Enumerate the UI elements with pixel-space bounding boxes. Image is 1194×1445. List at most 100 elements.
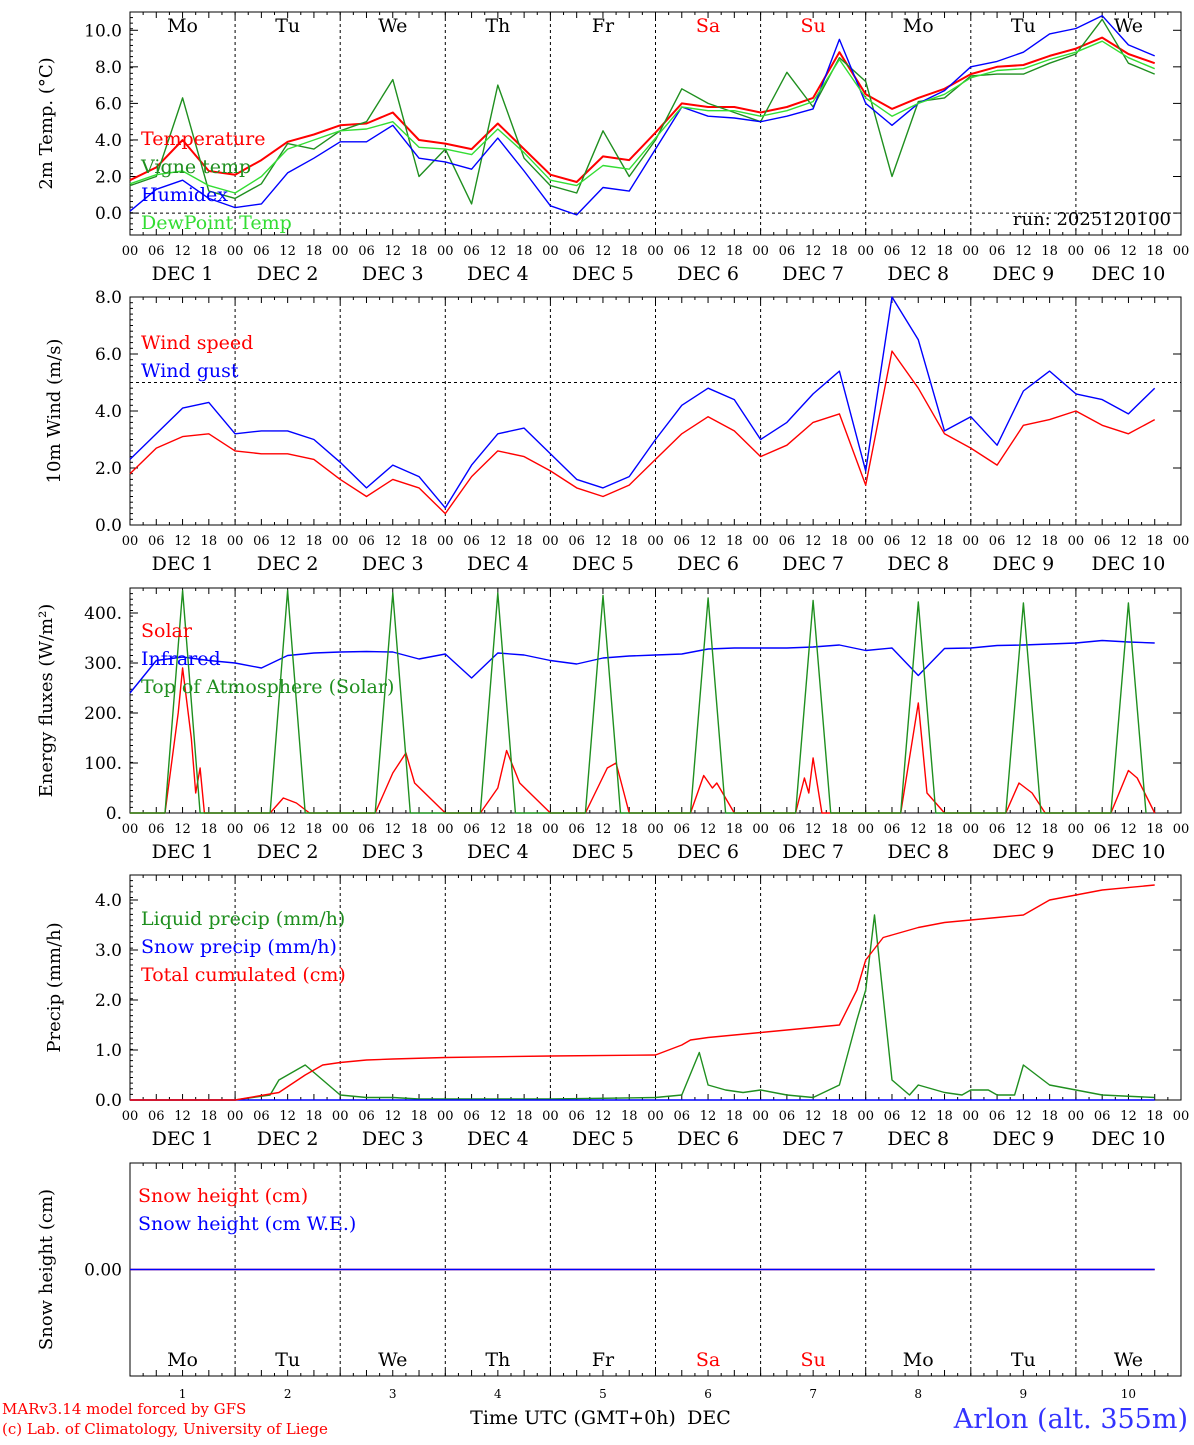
bottom-day-number: 8 bbox=[914, 1387, 922, 1401]
hour-label: 12 bbox=[700, 534, 717, 549]
hour-label: 18 bbox=[621, 534, 638, 549]
panel-2 bbox=[129, 296, 1182, 526]
hour-label: 00 bbox=[1173, 822, 1190, 837]
date-label: DEC 5 bbox=[572, 841, 634, 863]
hour-label: 06 bbox=[989, 822, 1006, 837]
day-name-label: Mo bbox=[167, 15, 198, 37]
hour-label: 12 bbox=[1120, 1109, 1137, 1124]
day-name-label: Th bbox=[485, 15, 510, 37]
date-label: DEC 6 bbox=[677, 553, 739, 575]
day-name-label: We bbox=[378, 1349, 407, 1371]
series-line-2 bbox=[129, 14, 1155, 216]
date-label: DEC 8 bbox=[887, 1128, 949, 1150]
day-name-label: We bbox=[1114, 15, 1143, 37]
series-line-1 bbox=[129, 639, 1155, 694]
hour-label: 00 bbox=[857, 1109, 874, 1124]
date-label: DEC 10 bbox=[1092, 1128, 1166, 1150]
series-group bbox=[129, 589, 1156, 814]
hour-label: 06 bbox=[1094, 822, 1111, 837]
hour-label: 12 bbox=[595, 822, 612, 837]
y-tick-label: 6.0 bbox=[95, 94, 122, 114]
legend-entry: Snow height (cm W.E.) bbox=[138, 1213, 356, 1235]
hour-label: 06 bbox=[148, 244, 165, 259]
hour-label: 18 bbox=[726, 1109, 743, 1124]
hour-label: 12 bbox=[174, 244, 191, 259]
hour-label: 12 bbox=[1015, 244, 1032, 259]
y-tick-label: 10.0 bbox=[84, 21, 122, 41]
hour-label: 06 bbox=[884, 822, 901, 837]
series-line-0 bbox=[129, 350, 1156, 515]
plot-frame bbox=[129, 11, 1182, 236]
hour-label: 12 bbox=[384, 534, 401, 549]
hour-label: 12 bbox=[490, 244, 507, 259]
hour-label: 00 bbox=[332, 1109, 349, 1124]
hour-label: 06 bbox=[358, 822, 375, 837]
hour-label: 00 bbox=[542, 244, 559, 259]
hour-label: 18 bbox=[1146, 534, 1163, 549]
hour-label: 18 bbox=[1146, 244, 1163, 259]
date-label: DEC 10 bbox=[1092, 263, 1166, 285]
hour-label: 06 bbox=[884, 1109, 901, 1124]
day-name-label: Tu bbox=[1011, 1349, 1036, 1371]
hour-label: 12 bbox=[490, 1109, 507, 1124]
hour-label: 12 bbox=[174, 1109, 191, 1124]
hour-label: 00 bbox=[1068, 534, 1085, 549]
date-label: DEC 10 bbox=[1092, 553, 1166, 575]
hour-label: 06 bbox=[568, 534, 585, 549]
hour-label: 00 bbox=[647, 534, 664, 549]
hour-label: 18 bbox=[411, 534, 428, 549]
hour-label: 00 bbox=[542, 534, 559, 549]
date-label: DEC 6 bbox=[677, 263, 739, 285]
date-label: DEC 1 bbox=[152, 1128, 214, 1150]
hour-label: 06 bbox=[884, 534, 901, 549]
hour-label: 06 bbox=[463, 1109, 480, 1124]
hour-label: 12 bbox=[910, 244, 927, 259]
legend-entry: DewPoint Temp bbox=[141, 212, 292, 234]
legend-entry: Liquid precip (mm/h) bbox=[141, 908, 345, 930]
hour-label: 18 bbox=[411, 244, 428, 259]
hour-label: 00 bbox=[332, 822, 349, 837]
legend-entry: Vigne temp bbox=[140, 156, 251, 178]
hour-label: 12 bbox=[279, 534, 296, 549]
date-label: DEC 2 bbox=[257, 1128, 319, 1150]
bottom-day-number: 6 bbox=[704, 1387, 712, 1401]
bottom-day-number: 5 bbox=[599, 1387, 607, 1401]
hour-label: 18 bbox=[516, 244, 533, 259]
day-name-label: Su bbox=[801, 1349, 826, 1371]
hour-label: 06 bbox=[1094, 244, 1111, 259]
plot-frame bbox=[129, 587, 1182, 814]
hour-label: 00 bbox=[1068, 244, 1085, 259]
date-label: DEC 6 bbox=[677, 841, 739, 863]
hour-label: 06 bbox=[358, 244, 375, 259]
day-name-label: Th bbox=[485, 1349, 510, 1371]
y-tick-label: 2.0 bbox=[95, 459, 122, 479]
hour-label: 12 bbox=[805, 1109, 822, 1124]
legend-entry: Top of Atmosphere (Solar) bbox=[141, 676, 394, 698]
location-label: Arlon (alt. 355m) bbox=[953, 1404, 1188, 1435]
y-tick-label: 100. bbox=[84, 754, 122, 774]
hour-label: 12 bbox=[490, 822, 507, 837]
panel-4 bbox=[129, 874, 1182, 1101]
y-tick-label: 0. bbox=[106, 804, 122, 824]
hour-label: 18 bbox=[726, 822, 743, 837]
y-axis-label: 2m Temp. (°C) bbox=[36, 57, 57, 189]
bottom-day-number: 3 bbox=[389, 1387, 397, 1401]
bottom-day-number: 4 bbox=[494, 1387, 502, 1401]
hour-label: 00 bbox=[963, 1109, 980, 1124]
hour-label: 12 bbox=[1120, 244, 1137, 259]
y-tick-label: 2.0 bbox=[95, 168, 122, 188]
time-axis-title: Time UTC (GMT+0h) bbox=[470, 1407, 676, 1429]
hour-label: 00 bbox=[1173, 1109, 1190, 1124]
hour-label: 12 bbox=[700, 1109, 717, 1124]
panel-3 bbox=[129, 587, 1182, 814]
date-label: DEC 2 bbox=[257, 841, 319, 863]
series-group bbox=[130, 884, 1155, 1101]
hour-label: 00 bbox=[752, 244, 769, 259]
date-label: DEC 5 bbox=[572, 263, 634, 285]
hour-label: 06 bbox=[253, 244, 270, 259]
hour-label: 12 bbox=[910, 822, 927, 837]
hour-label: 18 bbox=[936, 1109, 953, 1124]
hour-label: 06 bbox=[989, 1109, 1006, 1124]
